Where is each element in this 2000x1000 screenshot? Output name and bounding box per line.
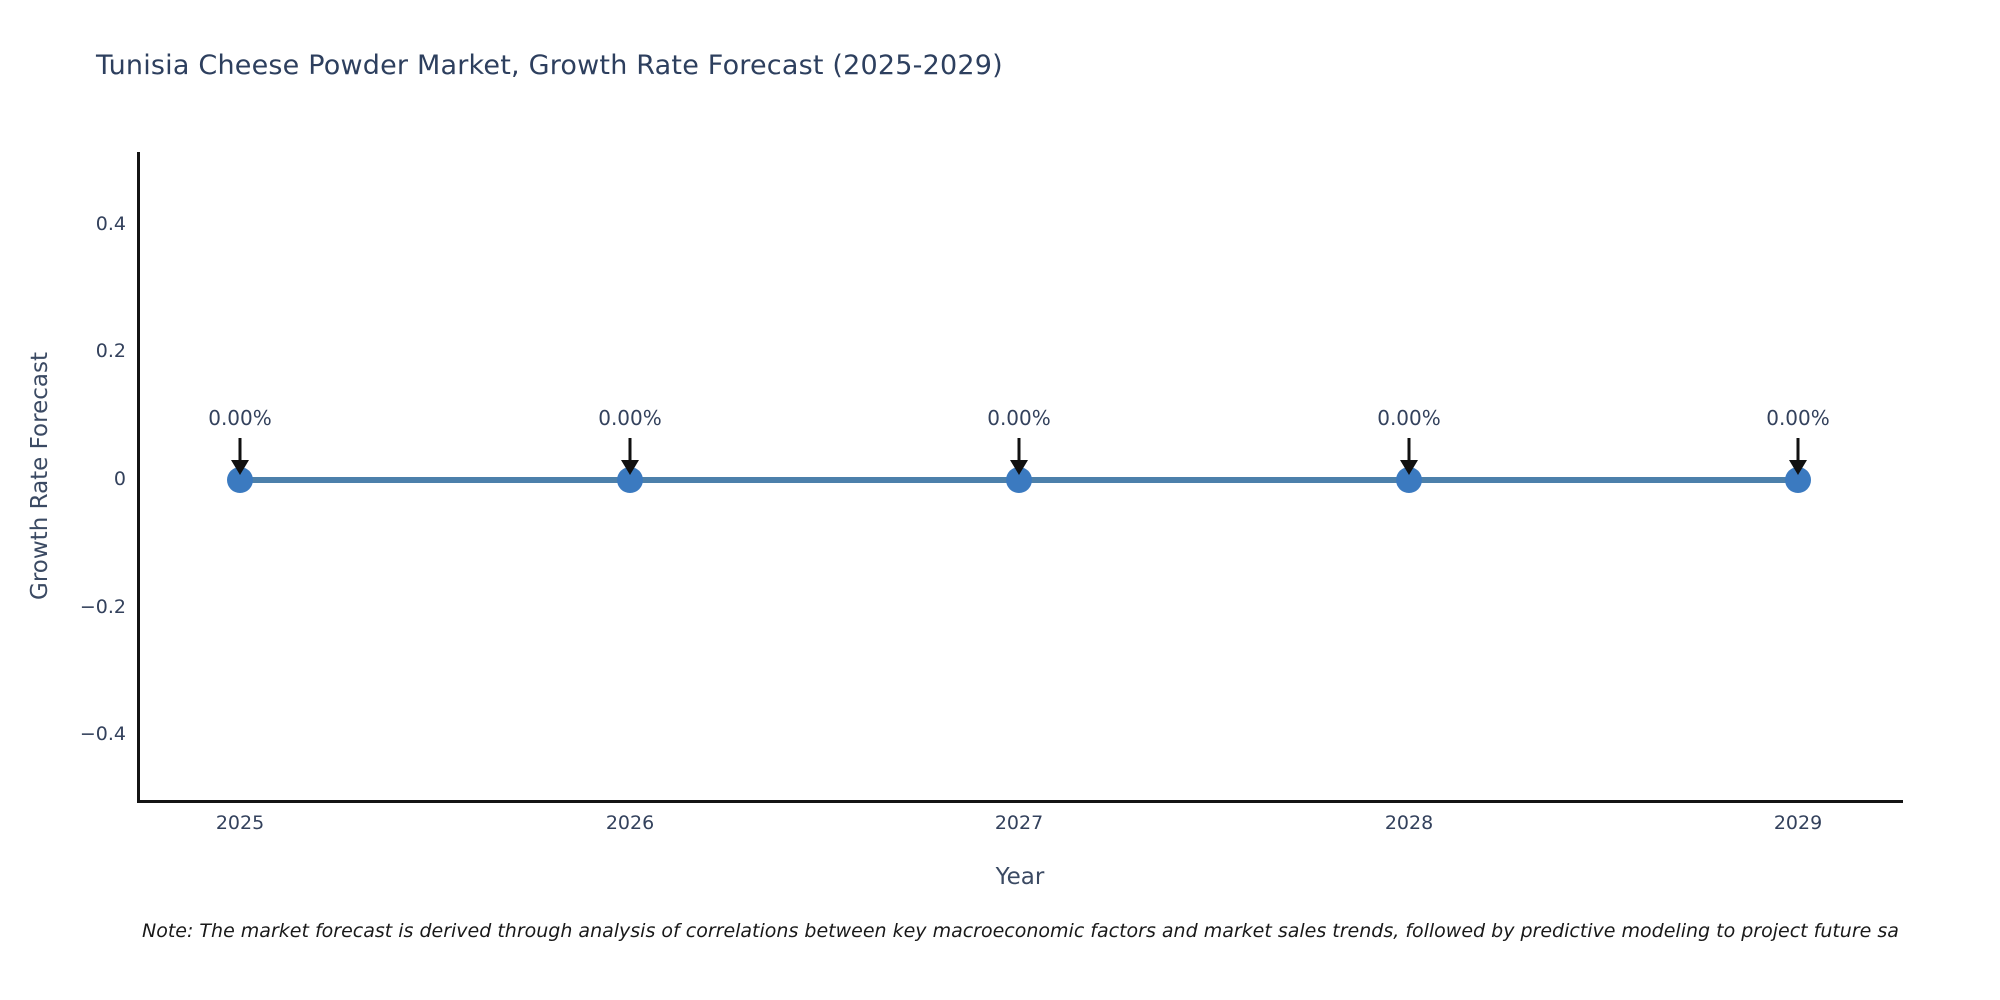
chart-title: Tunisia Cheese Powder Market, Growth Rat… [96, 50, 1003, 81]
annotation-arrow [238, 438, 242, 462]
y-tick-label: 0.2 [95, 340, 126, 362]
footnote-text: Note: The market forecast is derived thr… [142, 920, 1899, 942]
x-tick-label: 2027 [994, 812, 1044, 834]
y-tick-label: 0 [113, 468, 126, 490]
annotation-arrow [1796, 438, 1800, 462]
annotation-label: 0.00% [1766, 406, 1830, 430]
annotation-arrow [1407, 438, 1411, 462]
annotation-arrowhead-icon [621, 460, 639, 475]
annotation-arrow [1017, 438, 1021, 462]
y-tick-label: −0.2 [79, 596, 126, 618]
annotation-arrowhead-icon [1400, 460, 1418, 475]
x-axis-spine [137, 800, 1903, 803]
annotation-label: 0.00% [987, 406, 1051, 430]
annotation-label: 0.00% [208, 406, 272, 430]
annotation-arrowhead-icon [231, 460, 249, 475]
x-tick-label: 2029 [1773, 812, 1823, 834]
annotation-arrow [628, 438, 632, 462]
y-tick-label: 0.4 [95, 213, 126, 235]
annotation-arrowhead-icon [1010, 460, 1028, 475]
x-tick-label: 2026 [605, 812, 655, 834]
annotation-label: 0.00% [1377, 406, 1441, 430]
annotation-arrowhead-icon [1789, 460, 1807, 475]
y-axis-spine [137, 152, 140, 803]
x-tick-label: 2028 [1384, 812, 1434, 834]
x-axis-label: Year [995, 864, 1045, 890]
y-tick-label: −0.4 [79, 723, 126, 745]
x-tick-label: 2025 [215, 812, 265, 834]
annotation-label: 0.00% [598, 406, 662, 430]
